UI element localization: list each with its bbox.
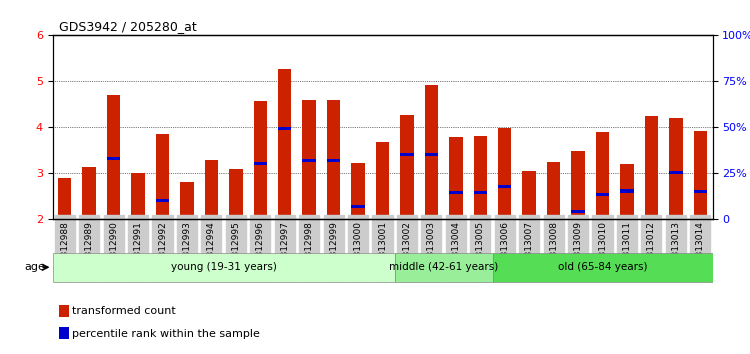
Bar xyxy=(572,152,585,219)
Bar xyxy=(302,159,316,162)
Bar xyxy=(669,171,682,174)
Bar xyxy=(572,210,585,213)
Bar xyxy=(107,95,120,219)
Bar xyxy=(131,173,145,219)
Bar xyxy=(424,153,438,156)
Bar xyxy=(131,217,145,220)
Text: transformed count: transformed count xyxy=(72,306,176,316)
Bar xyxy=(669,118,682,219)
Bar xyxy=(278,69,292,219)
Bar xyxy=(547,216,560,219)
Text: young (19-31 years): young (19-31 years) xyxy=(171,262,277,272)
Bar xyxy=(498,185,512,188)
Bar xyxy=(645,216,658,219)
Bar xyxy=(351,205,364,208)
Bar xyxy=(547,162,560,219)
Bar xyxy=(498,129,512,219)
Bar xyxy=(205,216,218,219)
Text: old (65-84 years): old (65-84 years) xyxy=(558,262,647,272)
Bar xyxy=(107,157,120,160)
Bar xyxy=(58,178,71,219)
FancyBboxPatch shape xyxy=(493,253,712,282)
Bar xyxy=(278,127,292,130)
Bar xyxy=(82,216,96,219)
Bar xyxy=(351,163,364,219)
FancyBboxPatch shape xyxy=(53,253,394,282)
Bar xyxy=(620,164,634,219)
Bar xyxy=(596,132,609,219)
Bar xyxy=(645,116,658,219)
Bar xyxy=(327,100,340,219)
Bar xyxy=(229,216,242,219)
Bar xyxy=(449,137,463,219)
Bar xyxy=(180,182,194,219)
Bar xyxy=(523,171,536,219)
Bar xyxy=(523,216,536,219)
Bar xyxy=(596,193,609,196)
Bar xyxy=(156,199,170,202)
Text: GDS3942 / 205280_at: GDS3942 / 205280_at xyxy=(59,20,196,33)
Bar xyxy=(327,159,340,162)
Bar xyxy=(229,169,242,219)
FancyBboxPatch shape xyxy=(394,253,493,282)
Bar xyxy=(473,136,487,219)
Bar xyxy=(59,327,69,339)
Bar xyxy=(254,101,267,219)
Bar xyxy=(376,142,389,219)
Bar xyxy=(180,217,194,220)
Bar xyxy=(694,131,707,219)
Bar xyxy=(302,100,316,219)
Bar xyxy=(59,305,69,317)
Bar xyxy=(156,134,170,219)
Bar xyxy=(424,85,438,219)
Text: middle (42-61 years): middle (42-61 years) xyxy=(389,262,498,272)
Bar xyxy=(376,216,389,219)
Bar xyxy=(400,115,414,219)
Bar xyxy=(58,217,71,220)
Bar xyxy=(473,191,487,194)
Bar xyxy=(694,190,707,194)
Bar xyxy=(620,189,634,193)
Bar xyxy=(82,166,96,219)
Text: age: age xyxy=(24,262,45,272)
Text: percentile rank within the sample: percentile rank within the sample xyxy=(72,329,260,338)
Bar xyxy=(254,162,267,165)
Bar xyxy=(449,191,463,194)
Bar xyxy=(205,160,218,219)
Bar xyxy=(400,153,414,156)
